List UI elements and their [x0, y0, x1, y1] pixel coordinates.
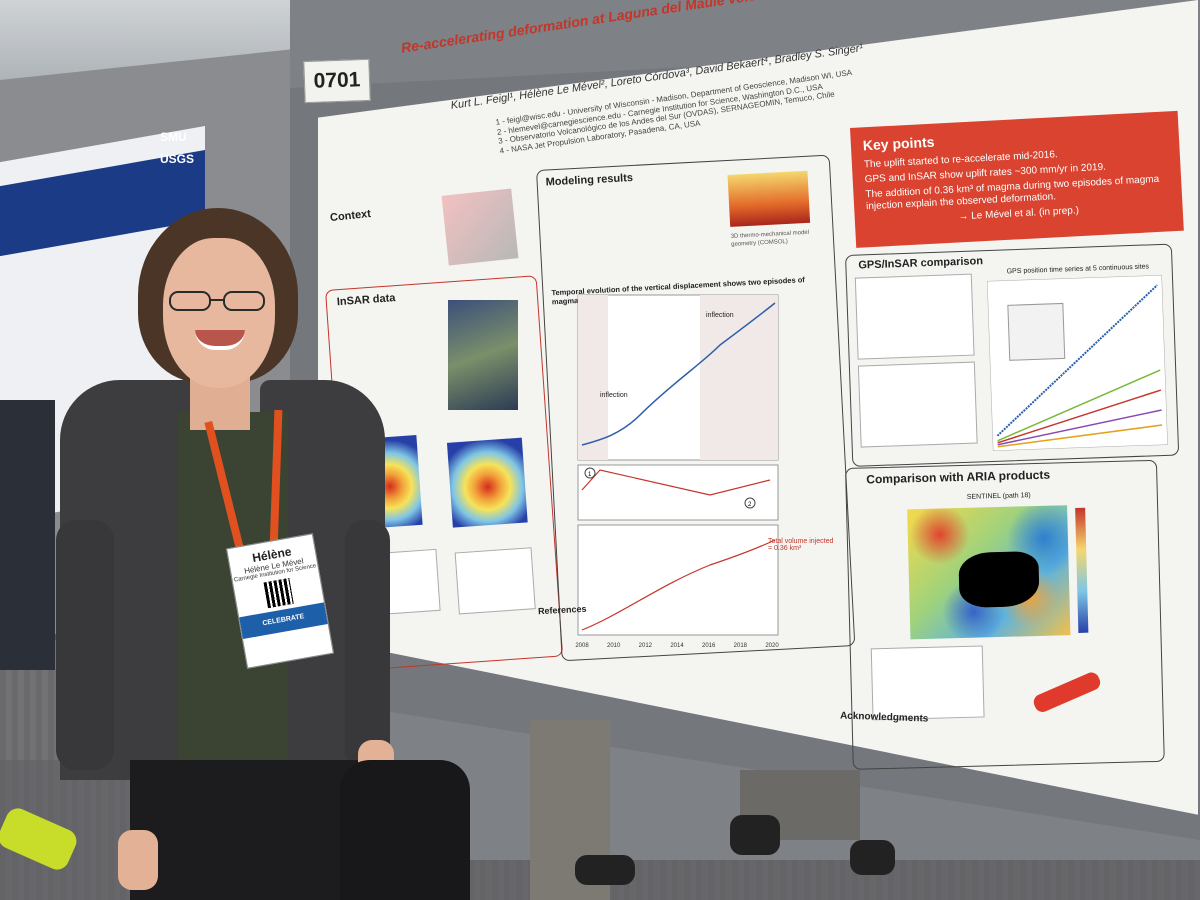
qr-code-icon [263, 578, 294, 609]
inflection-label-1: inflection [600, 392, 628, 399]
face [163, 238, 275, 388]
background-person-left [0, 400, 55, 670]
shoe [850, 840, 895, 875]
lake-mask [958, 550, 1040, 609]
shoe [575, 855, 635, 885]
badge-banner: CELEBRATE [239, 602, 328, 639]
x-tick-label: 2020 [765, 643, 779, 649]
inflection-label-2: inflection [706, 312, 734, 319]
right-arm [345, 520, 390, 770]
x-tick-label: 2008 [575, 643, 589, 649]
aria-interferogram-network [870, 645, 985, 721]
backpack [340, 760, 470, 900]
aria-heading: Comparison with ARIA products [866, 467, 1051, 487]
smile [195, 330, 245, 350]
episode-1-marker [584, 467, 596, 479]
flux-plot-frame [577, 464, 779, 521]
aria-subheading: SENTINEL (path 18) [966, 492, 1031, 501]
left-arm [56, 520, 114, 770]
insar-velocity-map-2 [446, 437, 528, 528]
x-tick-label: 2018 [734, 643, 748, 649]
aria-panel: Comparison with ARIA products SENTINEL (… [845, 459, 1165, 770]
left-hand [118, 830, 158, 890]
left-poster-logo-smu: SMU [160, 130, 187, 144]
glasses-icon [169, 291, 265, 311]
post-inflection-shading [700, 295, 778, 460]
board-number: 0701 [303, 58, 371, 104]
thermo-mechanical-model-figure [727, 170, 811, 227]
vertical-displacement-curve [581, 302, 776, 446]
pre-inflection-shading [578, 295, 608, 460]
total-volume-annotation: Total volume injected = 0.36 km³ [768, 538, 834, 552]
flux-curve [581, 469, 771, 496]
shoe [730, 815, 780, 855]
x-tick-label: 2016 [702, 643, 716, 649]
gps-timeseries-plot [986, 274, 1168, 451]
aria-colorbar [1075, 507, 1089, 633]
gps-insar-panel: GPS/InSAR comparison GPS position time s… [845, 243, 1180, 467]
temporal-evolution-figure: inflection inflection 1 2 2008 2010 2012 20… [575, 294, 779, 649]
x-tick-label: 2010 [607, 643, 621, 649]
model-caption: 3D thermo-mechanical model geometry (COM… [730, 229, 810, 248]
cumulative-volume-curve [581, 539, 776, 631]
x-tick-label: 2014 [670, 643, 684, 649]
gps-insar-plot-1 [854, 273, 975, 360]
gps-insar-plot-2 [857, 361, 978, 448]
context-3d-model-figure [441, 188, 519, 266]
southern-volcanic-zone-map [448, 300, 518, 410]
episode-2-marker [744, 497, 756, 509]
left-poster-logo-usgs: USGS [160, 152, 195, 166]
episode-2-label: 2 [748, 502, 752, 508]
black-pants [130, 760, 360, 900]
episode-1-label: 1 [588, 472, 592, 478]
x-tick-labels: 2008 2010 2012 2014 2016 2018 2020 [575, 643, 779, 649]
key-points-box: Key points The uplift started to re-acce… [850, 110, 1184, 248]
x-tick-label: 2012 [639, 643, 653, 649]
aria-los-velocity-map [907, 505, 1071, 640]
aria-scatter-plot [1031, 670, 1103, 715]
insar-timeseries-2 [454, 547, 536, 615]
